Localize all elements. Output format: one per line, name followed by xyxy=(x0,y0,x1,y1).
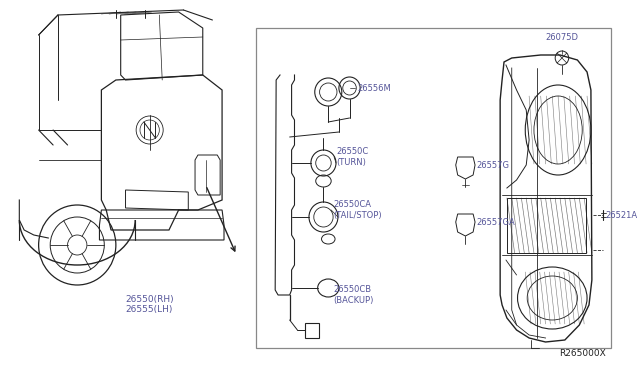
Text: 26550CA
(TAIL/STOP): 26550CA (TAIL/STOP) xyxy=(333,200,381,220)
Text: 26550CB
(BACKUP): 26550CB (BACKUP) xyxy=(333,285,374,305)
Bar xyxy=(507,198,586,253)
Text: 26556M: 26556M xyxy=(357,83,391,93)
Text: 26550(RH)
26555(LH): 26550(RH) 26555(LH) xyxy=(125,295,174,314)
Text: R265000X: R265000X xyxy=(559,349,606,358)
Text: 26075D: 26075D xyxy=(545,33,579,42)
Text: 26521A: 26521A xyxy=(605,211,637,219)
Text: 26557GA: 26557GA xyxy=(476,218,515,227)
Bar xyxy=(256,28,611,348)
Text: 26557G: 26557G xyxy=(476,160,509,170)
Text: 26550C
(TURN): 26550C (TURN) xyxy=(336,147,368,167)
